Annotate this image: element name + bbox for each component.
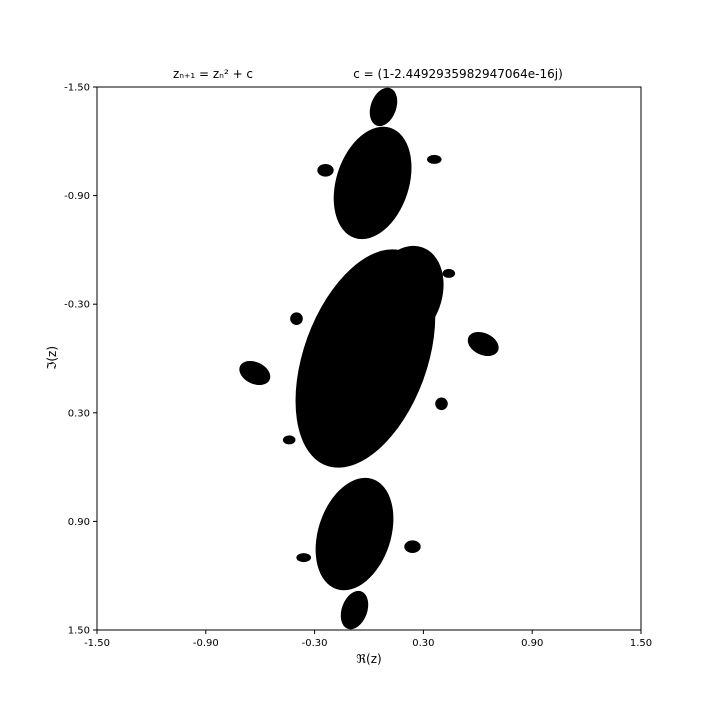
julia-set-region [239, 87, 499, 630]
fractal-component-main-top-lump [367, 245, 444, 345]
x-tick-label: -0.90 [193, 638, 219, 649]
y-tick-label: 0.30 [68, 408, 90, 419]
x-tick-label: -1.50 [84, 638, 110, 649]
y-axis-label: ℑ(z) [45, 346, 59, 370]
fractal-component-upper-small-right [427, 154, 442, 164]
x-tick-label: -0.30 [302, 638, 328, 649]
fractal-component-top-bud [369, 87, 398, 127]
x-tick-label: 1.50 [630, 638, 652, 649]
fractal-component-lower-lobe [315, 477, 394, 591]
fractal-component-small-lower-left [282, 435, 296, 445]
chart-title-equation: zₙ₊₁ = zₙ² + c [173, 67, 253, 81]
fractal-component-lower-small-right [404, 540, 421, 553]
fractal-component-bottom-bud [340, 590, 369, 630]
y-axis-ticks: -1.50 -0.90 -0.30 0.30 0.90 1.50 [64, 83, 97, 637]
y-tick-label: 0.90 [68, 517, 90, 528]
y-tick-label: -1.50 [64, 83, 90, 94]
x-tick-label: 0.90 [521, 638, 543, 649]
plot-frame [96, 86, 642, 631]
y-tick-label: -0.30 [64, 300, 90, 311]
chart-title-parameter: c = (1-2.4492935982947064e-16j) [353, 67, 563, 81]
fractal-component-upper-small-left [317, 164, 334, 177]
fractal-component-small-lower-right [435, 397, 448, 411]
fractal-component-upper-lobe [333, 126, 412, 240]
x-tick-label: 0.30 [412, 638, 434, 649]
fractal-component-small-mid-left [290, 312, 303, 326]
y-tick-label: -0.90 [64, 191, 90, 202]
fractal-component-small-mid-right [442, 268, 456, 278]
y-tick-label: 1.50 [68, 626, 90, 637]
fractal-component-lower-small-left [296, 553, 312, 563]
plot-area [96, 86, 642, 631]
fractal-component-left-bud [239, 360, 271, 386]
x-axis-label: ℜ(z) [356, 652, 381, 666]
fractal-component-right-bud [467, 331, 499, 357]
x-axis-ticks: -1.50 -0.90 -0.30 0.30 0.90 1.50 [84, 630, 652, 649]
